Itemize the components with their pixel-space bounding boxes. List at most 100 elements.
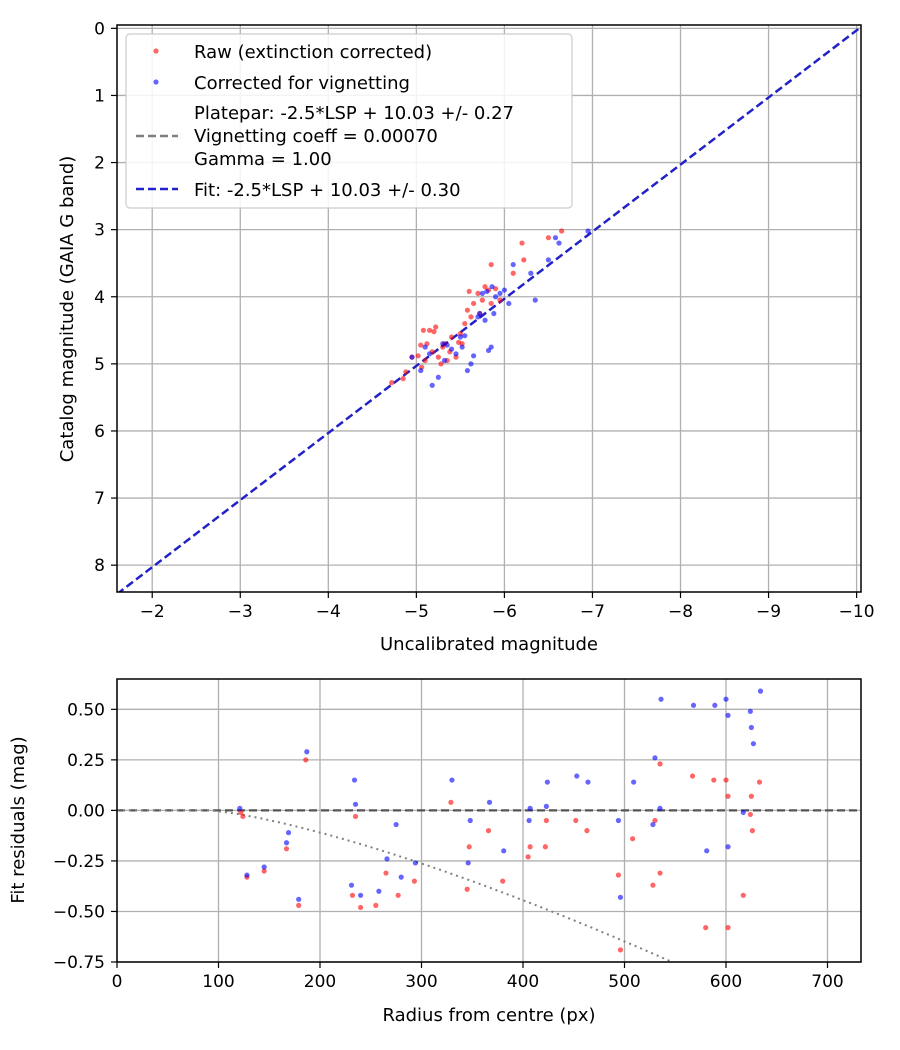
magnitude-plot-point-corrected (552, 235, 559, 241)
residuals-plot-xtick-label: 200 (304, 972, 336, 992)
residuals-plot-point-raw (657, 870, 663, 876)
residuals-plot-point-corrected (296, 896, 302, 902)
residuals-plot-point-raw (748, 793, 754, 799)
magnitude-plot-point-raw (559, 228, 565, 234)
magnitude-plot-point-corrected (532, 297, 538, 303)
residuals-plot-point-corrected (449, 777, 455, 783)
residuals-plot-point-raw (383, 870, 389, 876)
residuals-plot-point-corrected (543, 803, 549, 809)
residuals-plot-frame (116, 678, 862, 963)
magnitude-plot-point-raw (510, 270, 516, 276)
residuals-plot-xtick-label: 100 (202, 972, 234, 992)
residuals-plot-point-raw (527, 844, 533, 850)
magnitude-plot-xtick-label: −5 (404, 602, 429, 622)
residuals-plot-point-corrected (712, 702, 718, 708)
magnitude-plot-point-raw (438, 361, 444, 367)
residuals-plot-xtick-label: 700 (811, 972, 843, 992)
residuals-plot-point-corrected (244, 872, 250, 878)
magnitude-plot-ytick-label: 4 (94, 288, 105, 308)
magnitude-plot-ytick-label: 5 (94, 355, 105, 375)
residuals-plot-point-corrected (574, 773, 580, 779)
residuals-plot-point-corrected (750, 741, 757, 747)
legend-box (125, 33, 573, 209)
residuals-plot-point-corrected (412, 860, 419, 866)
residuals-plot-point-raw (652, 817, 658, 824)
magnitude-plot-xtick-label: −7 (580, 602, 605, 622)
residuals-plot-point-raw (448, 799, 454, 805)
residuals-plot-point-raw (747, 811, 753, 818)
residuals-plot-point-raw (740, 892, 746, 898)
residuals-plot-point-raw (723, 777, 729, 783)
residuals-plot-point-corrected (486, 799, 493, 805)
legend: Raw (extinction corrected) Corrected for… (125, 33, 573, 209)
residuals-plot-point-raw (725, 925, 731, 931)
magnitude-plot-point-corrected (510, 261, 516, 268)
magnitude-plot-point-raw (462, 320, 468, 327)
residuals-plot-point-corrected (352, 801, 359, 807)
residuals-plot-point-corrected (384, 856, 390, 862)
magnitude-plot-point-corrected (528, 270, 534, 276)
residuals-plot-point-corrected (631, 779, 637, 785)
residuals-plot-ytick-label: −0.75 (53, 953, 105, 973)
residuals-plot-point-raw (395, 892, 401, 898)
magnitude-plot-ytick-label: 2 (94, 154, 105, 174)
magnitude-plot-point-corrected (409, 354, 415, 360)
magnitude-plot-points (389, 228, 591, 388)
residuals-plot-point-raw (711, 777, 717, 783)
magnitude-plot-ylabel: Catalog magnitude (GAIA G band) (57, 156, 78, 463)
magnitude-plot-point-corrected (484, 288, 490, 294)
magnitude-plot-point-corrected (429, 382, 435, 388)
residuals-plot-point-raw (650, 882, 656, 888)
magnitude-plot-point-raw (435, 354, 441, 360)
residuals-plot-point-corrected (690, 702, 697, 708)
residuals-plot-point-corrected (465, 860, 471, 866)
residuals-plot-point-raw (756, 779, 763, 785)
magnitude-plot-xlabel: Uncalibrated magnitude (380, 634, 598, 655)
residuals-plot-point-raw (240, 813, 246, 820)
magnitude-plot-point-raw (482, 284, 488, 290)
residuals-plot-point-raw (630, 836, 636, 842)
magnitude-plot-point-raw (466, 288, 472, 294)
residuals-plot-xtick-label: 500 (608, 972, 640, 992)
magnitude-plot-point-corrected (444, 342, 450, 348)
residuals-plot-point-corrected (544, 779, 550, 785)
magnitude-plot-ytick-label: 1 (94, 86, 105, 106)
magnitude-plot-point-raw (497, 297, 503, 303)
residuals-plot-point-corrected (261, 864, 267, 870)
residuals-plot-point-corrected (725, 844, 731, 850)
legend-label-raw: Raw (extinction corrected) (194, 42, 432, 63)
legend-marker-raw (153, 48, 159, 54)
residuals-plot-point-raw (296, 902, 302, 909)
magnitude-plot-point-raw (488, 261, 494, 268)
magnitude-plot-xtick-label: −3 (228, 602, 253, 622)
magnitude-plot-point-raw (475, 290, 481, 297)
residuals-plot-point-raw (542, 844, 548, 850)
magnitude-plot-point-raw (521, 257, 527, 263)
magnitude-plot-point-raw (545, 235, 552, 241)
legend-label-vignetting: Vignetting coeff = 0.00070 (194, 126, 438, 147)
residuals-plot-point-raw (703, 925, 709, 931)
residuals-plot-xtick-label: 300 (405, 972, 437, 992)
residuals-plot-point-raw (485, 828, 492, 834)
residuals-plot-point-corrected (237, 805, 243, 811)
residuals-plot-point-corrected (393, 821, 399, 828)
residuals-plot-point-raw (573, 817, 579, 824)
magnitude-plot-point-corrected (501, 287, 508, 293)
magnitude-plot-point-corrected (464, 367, 471, 374)
magnitude-plot-ytick-label: 6 (94, 422, 105, 442)
magnitude-plot-ytick-label: 7 (94, 489, 105, 509)
magnitude-plot-point-raw (389, 380, 395, 386)
residuals-plot-point-corrected (358, 892, 364, 898)
magnitude-plot-point-raw (426, 327, 433, 333)
magnitude-plot-point-corrected (545, 257, 552, 263)
magnitude-plot-point-raw (488, 300, 494, 307)
magnitude-plot-point-raw (422, 357, 428, 364)
residuals-plot-grid (116, 679, 861, 963)
magnitude-plot-point-corrected (422, 344, 428, 350)
residuals-plot-point-raw (500, 878, 506, 884)
magnitude-plot-point-corrected (585, 228, 591, 234)
residuals-plot-xtick-label: 600 (710, 972, 742, 992)
residuals-plot-point-corrected (376, 888, 382, 894)
magnitude-plot-point-corrected (418, 367, 424, 374)
